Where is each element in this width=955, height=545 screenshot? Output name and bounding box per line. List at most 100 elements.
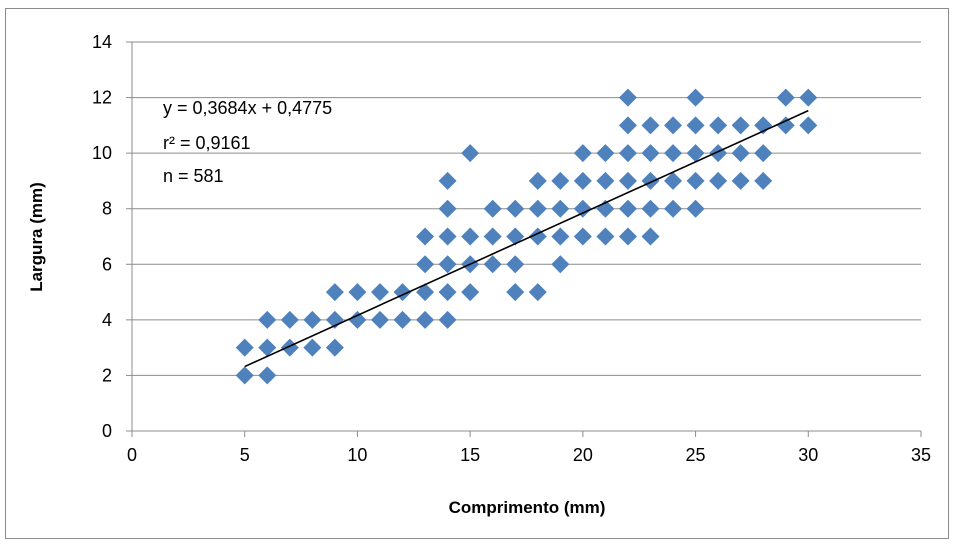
- data-point: [438, 255, 457, 274]
- data-point: [618, 144, 637, 163]
- data-point: [416, 310, 435, 329]
- data-point: [573, 144, 592, 163]
- x-tick-labels: 0 5 10 15 20 25 30 35: [127, 445, 931, 465]
- data-point: [258, 310, 277, 329]
- data-point: [483, 199, 502, 218]
- data-point: [709, 116, 728, 135]
- data-point: [280, 338, 299, 357]
- y-tick-label: 0: [102, 421, 112, 441]
- data-point: [776, 88, 795, 107]
- data-point: [731, 171, 750, 190]
- x-tick-label: 35: [911, 445, 931, 465]
- annotation-text: r² = 0,9161: [163, 133, 251, 153]
- data-point: [664, 144, 683, 163]
- data-point: [686, 171, 705, 190]
- data-point: [235, 338, 254, 357]
- data-point: [258, 366, 277, 385]
- data-point: [551, 255, 570, 274]
- data-point: [506, 199, 525, 218]
- data-point: [483, 255, 502, 274]
- data-point: [686, 199, 705, 218]
- annotation-text: y = 0,3684x + 0,4775: [163, 98, 332, 118]
- data-point: [461, 144, 480, 163]
- trendline: [244, 109, 809, 368]
- data-point: [799, 88, 818, 107]
- data-point: [528, 283, 547, 302]
- data-point: [438, 171, 457, 190]
- data-point: [709, 144, 728, 163]
- y-tick-label: 14: [92, 32, 112, 52]
- data-point: [416, 255, 435, 274]
- y-tick-labels: 0 2 4 6 8 10 12 14: [92, 32, 112, 441]
- trendline-line: [244, 109, 809, 368]
- data-point: [438, 199, 457, 218]
- data-point: [573, 199, 592, 218]
- data-point: [596, 144, 615, 163]
- data-point: [506, 227, 525, 246]
- y-tick-label: 6: [102, 254, 112, 274]
- data-point: [303, 310, 322, 329]
- data-point: [506, 255, 525, 274]
- data-point: [686, 144, 705, 163]
- annotations: y = 0,3684x + 0,4775 r² = 0,9161 n = 581: [163, 98, 332, 186]
- axes: [126, 41, 922, 437]
- data-point: [618, 116, 637, 135]
- data-point: [641, 116, 660, 135]
- data-point: [596, 227, 615, 246]
- data-point: [438, 283, 457, 302]
- data-point: [393, 310, 412, 329]
- data-point: [370, 310, 389, 329]
- data-point: [551, 199, 570, 218]
- data-point: [596, 171, 615, 190]
- data-point: [686, 88, 705, 107]
- y-tick-label: 4: [102, 310, 112, 330]
- data-point: [551, 171, 570, 190]
- data-point: [416, 283, 435, 302]
- data-point: [686, 116, 705, 135]
- y-tick-label: 10: [92, 143, 112, 163]
- data-point: [731, 144, 750, 163]
- gridlines: [132, 41, 921, 376]
- data-point: [641, 199, 660, 218]
- data-point: [618, 171, 637, 190]
- data-point: [528, 199, 547, 218]
- data-point: [641, 144, 660, 163]
- y-tick-label: 12: [92, 88, 112, 108]
- data-point: [258, 338, 277, 357]
- data-point: [483, 227, 502, 246]
- data-point: [754, 116, 773, 135]
- data-point: [416, 227, 435, 246]
- x-axis-title: Comprimento (mm): [449, 498, 606, 517]
- data-point: [303, 338, 322, 357]
- x-tick-label: 0: [127, 445, 137, 465]
- data-point: [641, 171, 660, 190]
- data-point: [280, 310, 299, 329]
- data-point: [731, 116, 750, 135]
- y-axis-title: Largura (mm): [27, 182, 46, 292]
- data-point: [664, 116, 683, 135]
- data-point: [754, 144, 773, 163]
- data-point: [776, 116, 795, 135]
- data-point: [641, 227, 660, 246]
- annotation-text: n = 581: [163, 166, 224, 186]
- data-point: [461, 227, 480, 246]
- x-tick-label: 25: [686, 445, 706, 465]
- data-point: [664, 199, 683, 218]
- data-point: [235, 366, 254, 385]
- data-point: [618, 88, 637, 107]
- data-point: [461, 283, 480, 302]
- data-point: [551, 227, 570, 246]
- y-tick-label: 8: [102, 199, 112, 219]
- data-point: [618, 199, 637, 218]
- data-point: [325, 283, 344, 302]
- x-tick-label: 5: [240, 445, 250, 465]
- data-point: [348, 310, 367, 329]
- data-point: [370, 283, 389, 302]
- data-point: [348, 283, 367, 302]
- data-point: [709, 171, 728, 190]
- x-tick-label: 20: [573, 445, 593, 465]
- y-tick-label: 2: [102, 365, 112, 385]
- data-points: [235, 88, 818, 385]
- x-tick-label: 30: [798, 445, 818, 465]
